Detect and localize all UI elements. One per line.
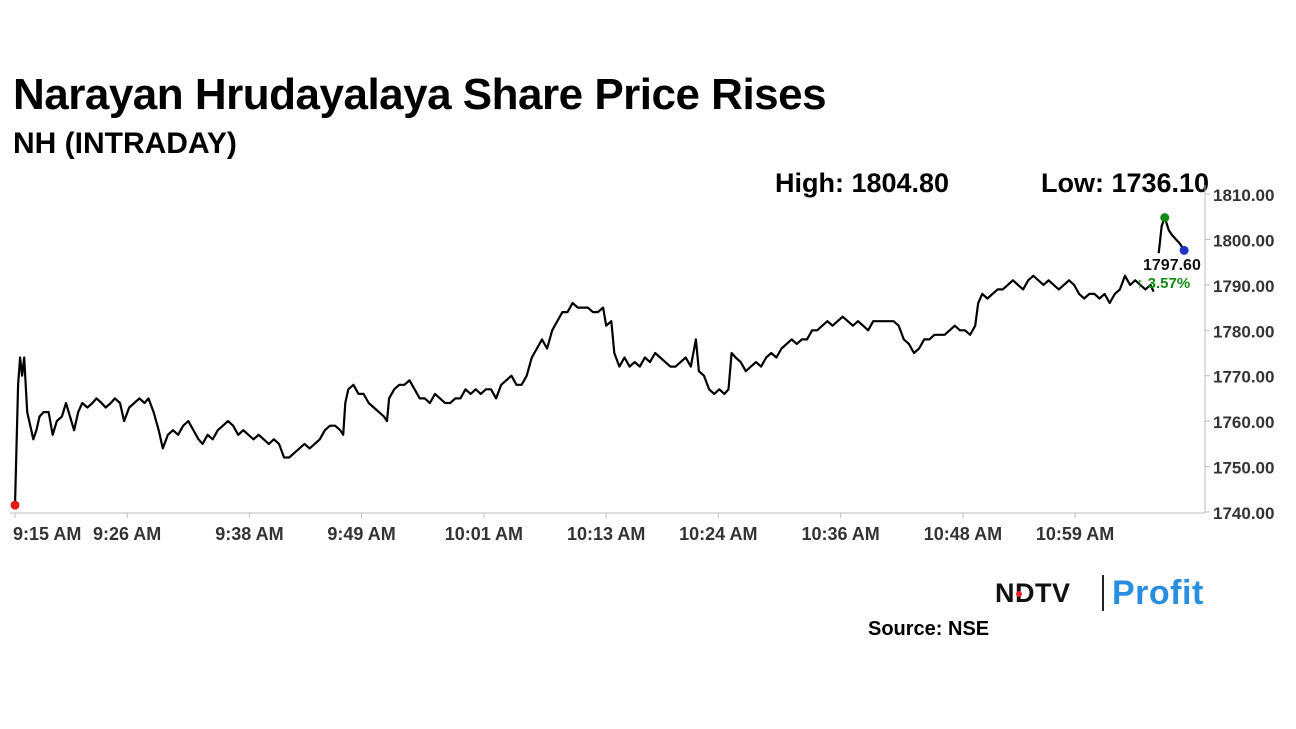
price-line-segment-2 bbox=[1157, 216, 1186, 254]
x-axis-ticks: 9:15 AM 9:26 AM 9:38 AM 9:49 AM 10:01 AM 10:1… bbox=[13, 513, 1114, 544]
price-markers bbox=[10, 213, 1189, 510]
x-tick-label: 10:01 AM bbox=[445, 524, 523, 544]
y-tick-label: 1780.00 bbox=[1213, 322, 1274, 341]
y-tick-label: 1750.00 bbox=[1213, 459, 1274, 478]
low-price-marker bbox=[10, 500, 20, 510]
change-label: ↑ 3.57% bbox=[1136, 275, 1190, 292]
y-tick-label: 1760.00 bbox=[1213, 413, 1274, 432]
high-price-marker bbox=[1160, 213, 1170, 223]
x-tick-label: 9:38 AM bbox=[215, 524, 283, 544]
x-tick-label: 10:24 AM bbox=[679, 524, 757, 544]
x-tick-label: 10:59 AM bbox=[1036, 524, 1114, 544]
high-label: High: 1804.80 bbox=[775, 168, 950, 198]
chart-subtitle: NH (INTRADAY) bbox=[13, 127, 237, 160]
source-label: Source: NSE bbox=[868, 618, 990, 640]
logo-divider bbox=[1102, 575, 1104, 611]
logo-ndtv-text: NDTV bbox=[995, 578, 1071, 608]
logo-red-dot-icon bbox=[1016, 591, 1022, 597]
x-tick-label: 9:15 AM bbox=[13, 524, 81, 544]
y-tick-label: 1740.00 bbox=[1213, 504, 1274, 523]
last-price-marker bbox=[1179, 245, 1189, 255]
logo-profit-text: Profit bbox=[1112, 574, 1204, 612]
price-line-segment-1 bbox=[13, 274, 1155, 506]
y-tick-label: 1770.00 bbox=[1213, 368, 1274, 387]
last-price-label: 1797.60 bbox=[1143, 257, 1201, 274]
y-tick-label: 1790.00 bbox=[1213, 277, 1274, 296]
price-series-group bbox=[13, 216, 1186, 506]
y-tick-label: 1800.00 bbox=[1213, 231, 1274, 250]
x-tick-label: 9:26 AM bbox=[93, 524, 161, 544]
x-tick-label: 10:48 AM bbox=[924, 524, 1002, 544]
x-tick-label: 10:13 AM bbox=[567, 524, 645, 544]
y-tick-label: 1810.00 bbox=[1213, 186, 1274, 205]
low-label: Low: 1736.10 bbox=[1041, 168, 1210, 198]
chart-title: Narayan Hrudayalaya Share Price Rises bbox=[13, 70, 827, 119]
x-tick-label: 10:36 AM bbox=[801, 524, 879, 544]
x-tick-label: 9:49 AM bbox=[327, 524, 395, 544]
y-axis-ticks: 1740.00 1750.00 1760.00 1770.00 1780.00 1790.… bbox=[1205, 186, 1274, 523]
